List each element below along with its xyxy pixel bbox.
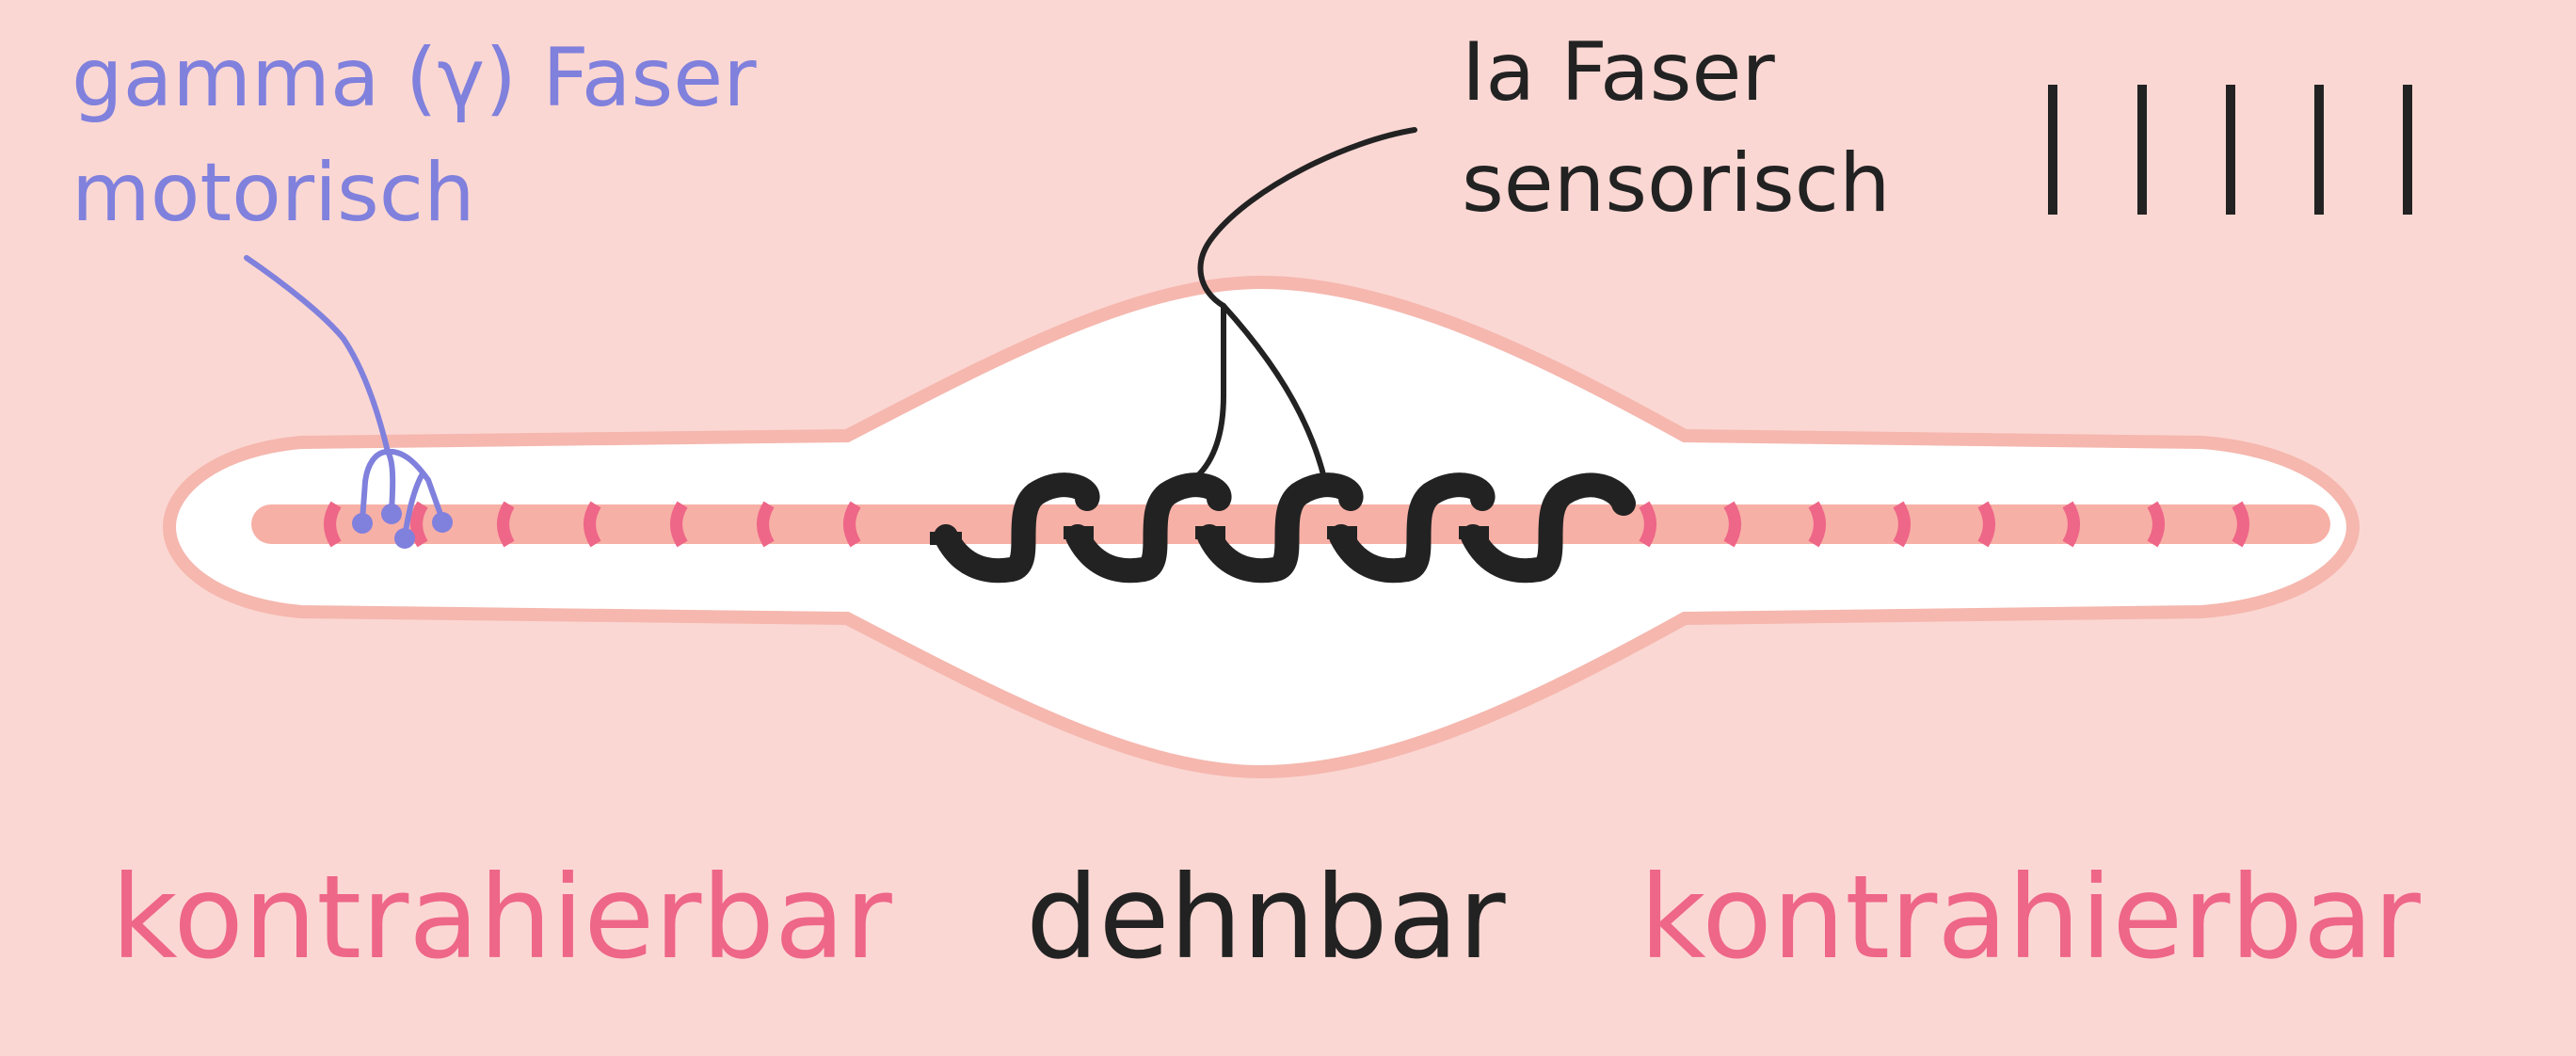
coil-ends: [930, 526, 1489, 545]
motor-endplate: [394, 528, 415, 549]
ia-fiber-label-line1: Ia Faser: [1462, 25, 1775, 120]
striation: [1808, 501, 1826, 548]
striation: [670, 501, 688, 548]
right-region-label: kontrahierbar: [1640, 851, 2421, 984]
coil: [1065, 472, 1232, 584]
coil: [1329, 472, 1496, 584]
ia-branch-2: [1221, 303, 1327, 481]
ia-branch-1: [1192, 303, 1226, 481]
striation: [1723, 501, 1741, 548]
striations-left: [324, 501, 861, 548]
striation: [2232, 501, 2249, 548]
gamma-branch: [360, 449, 391, 523]
gamma-fiber-label: gamma (γ) Faser motorisch: [72, 21, 757, 250]
gamma-branch: [385, 448, 445, 522]
ia-fiber-label: Ia Faser sensorisch: [1462, 17, 1891, 239]
impulse-bars: [2048, 85, 2412, 215]
gamma-fiber-main: [244, 255, 391, 455]
striation: [1977, 501, 1995, 548]
striation: [757, 501, 775, 548]
motor-endplate: [352, 513, 373, 534]
annulospiral-ending: [934, 472, 1636, 584]
striation: [1893, 501, 1911, 548]
striation: [843, 501, 861, 548]
gamma-branch: [385, 449, 396, 514]
striation: [410, 501, 428, 548]
coil: [1197, 472, 1364, 584]
striation: [497, 501, 515, 548]
striation: [2062, 501, 2080, 548]
gamma-fiber-label-line2: motorisch: [72, 146, 475, 240]
striation: [584, 501, 601, 548]
gamma-motor-endplates: [352, 504, 453, 549]
motor-endplate: [432, 512, 453, 533]
center-region-label: dehnbar: [1026, 851, 1506, 984]
ia-fiber-label-line2: sensorisch: [1462, 136, 1891, 231]
gamma-fiber-label-line1: gamma (γ) Faser: [72, 31, 757, 125]
striation: [324, 501, 342, 548]
striation: [1639, 501, 1656, 548]
motor-endplate: [381, 504, 402, 524]
coil: [934, 472, 1100, 584]
ia-fiber-main: [1197, 127, 1417, 309]
striation: [2147, 501, 2165, 548]
coil: [1461, 472, 1636, 584]
striations-right: [1639, 501, 2249, 548]
left-region-label: kontrahierbar: [111, 851, 892, 984]
ia-fiber: [1192, 127, 1417, 481]
